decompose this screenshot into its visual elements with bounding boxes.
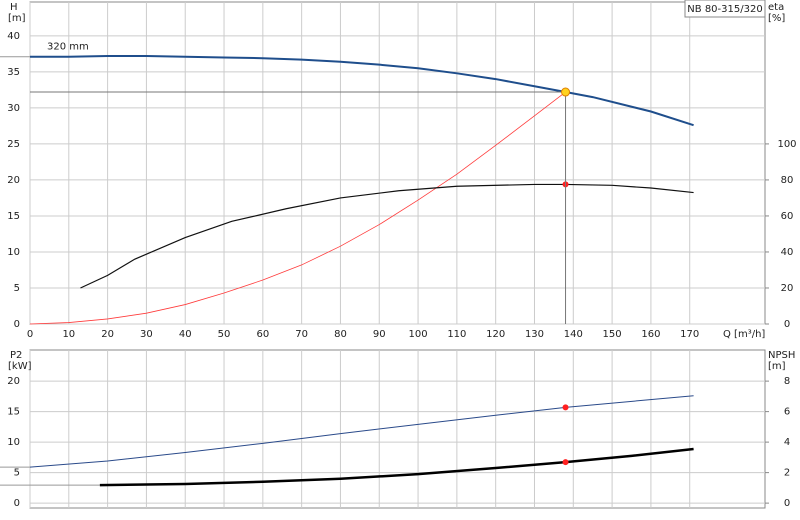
y-axis-unit: [m] — [8, 13, 26, 24]
y-tick-label: 20 — [7, 376, 20, 387]
y2-axis-label: NPSH — [768, 350, 795, 361]
curve — [29, 91, 566, 325]
x-tick-label: 140 — [564, 329, 583, 340]
x-tick-label: 70 — [295, 329, 308, 340]
y-axis-label: H — [10, 2, 18, 13]
x-tick-label: 90 — [373, 329, 386, 340]
operating-point — [562, 404, 569, 411]
y2-tick-label: 8 — [784, 376, 790, 387]
x-tick-label: 80 — [334, 329, 347, 340]
y-tick-label: 10 — [7, 437, 20, 448]
x-tick-label: 130 — [525, 329, 544, 340]
y2-axis-unit: [%] — [768, 13, 785, 24]
y2-tick-label: 6 — [784, 407, 790, 418]
x-tick-label: 60 — [256, 329, 269, 340]
plot-frame — [29, 1, 766, 325]
y-tick-label: 40 — [7, 31, 20, 42]
x-axis-label: Q [m³/h] — [723, 329, 765, 340]
y2-axis-label: eta — [768, 2, 784, 13]
operating-point — [562, 459, 569, 466]
y-tick-label: 5 — [14, 283, 20, 294]
y2-tick-label: 0 — [784, 319, 790, 330]
y-tick-label: 0 — [14, 498, 20, 509]
x-tick-label: 50 — [218, 329, 231, 340]
y2-tick-label: 4 — [784, 437, 790, 448]
y-tick-label: 15 — [7, 407, 20, 418]
x-tick-label: 160 — [641, 329, 660, 340]
x-tick-label: 0 — [27, 329, 33, 340]
y-tick-label: 5 — [14, 468, 20, 479]
curve — [99, 447, 694, 487]
y2-tick-label: 60 — [781, 211, 794, 222]
y-tick-label: 15 — [7, 211, 20, 222]
y-axis-unit: [kW] — [8, 361, 32, 372]
y-tick-label: 20 — [7, 175, 20, 186]
y-tick-label: 30 — [7, 103, 20, 114]
x-tick-label: 170 — [680, 329, 699, 340]
x-tick-label: 30 — [140, 329, 153, 340]
y-tick-label: 25 — [7, 139, 20, 150]
y2-tick-label: 80 — [781, 175, 794, 186]
y2-tick-label: 2 — [784, 468, 790, 479]
y2-axis-unit: [m] — [768, 361, 786, 372]
x-tick-label: 150 — [603, 329, 622, 340]
curve — [30, 55, 694, 127]
y-tick-label: 10 — [7, 247, 20, 258]
curve — [80, 183, 694, 289]
y-tick-label: 0 — [14, 319, 20, 330]
x-tick-label: 120 — [486, 329, 505, 340]
y2-tick-label: 20 — [781, 283, 794, 294]
x-tick-label: 40 — [179, 329, 192, 340]
y2-tick-label: 0 — [784, 498, 790, 509]
y-tick-label: 35 — [7, 67, 20, 78]
y-axis-label: P2 — [10, 350, 22, 361]
curve-label: 320 mm — [47, 42, 89, 53]
chart-title: NB 80-315/320 — [687, 4, 762, 15]
y2-tick-label: 40 — [781, 247, 794, 258]
x-tick-label: 20 — [101, 329, 114, 340]
curve — [29, 395, 694, 468]
operating-point — [561, 87, 571, 97]
y2-tick-label: 100 — [777, 139, 796, 150]
x-tick-label: 10 — [62, 329, 75, 340]
x-tick-label: 100 — [409, 329, 428, 340]
x-tick-label: 110 — [447, 329, 466, 340]
title-box — [684, 0, 766, 18]
